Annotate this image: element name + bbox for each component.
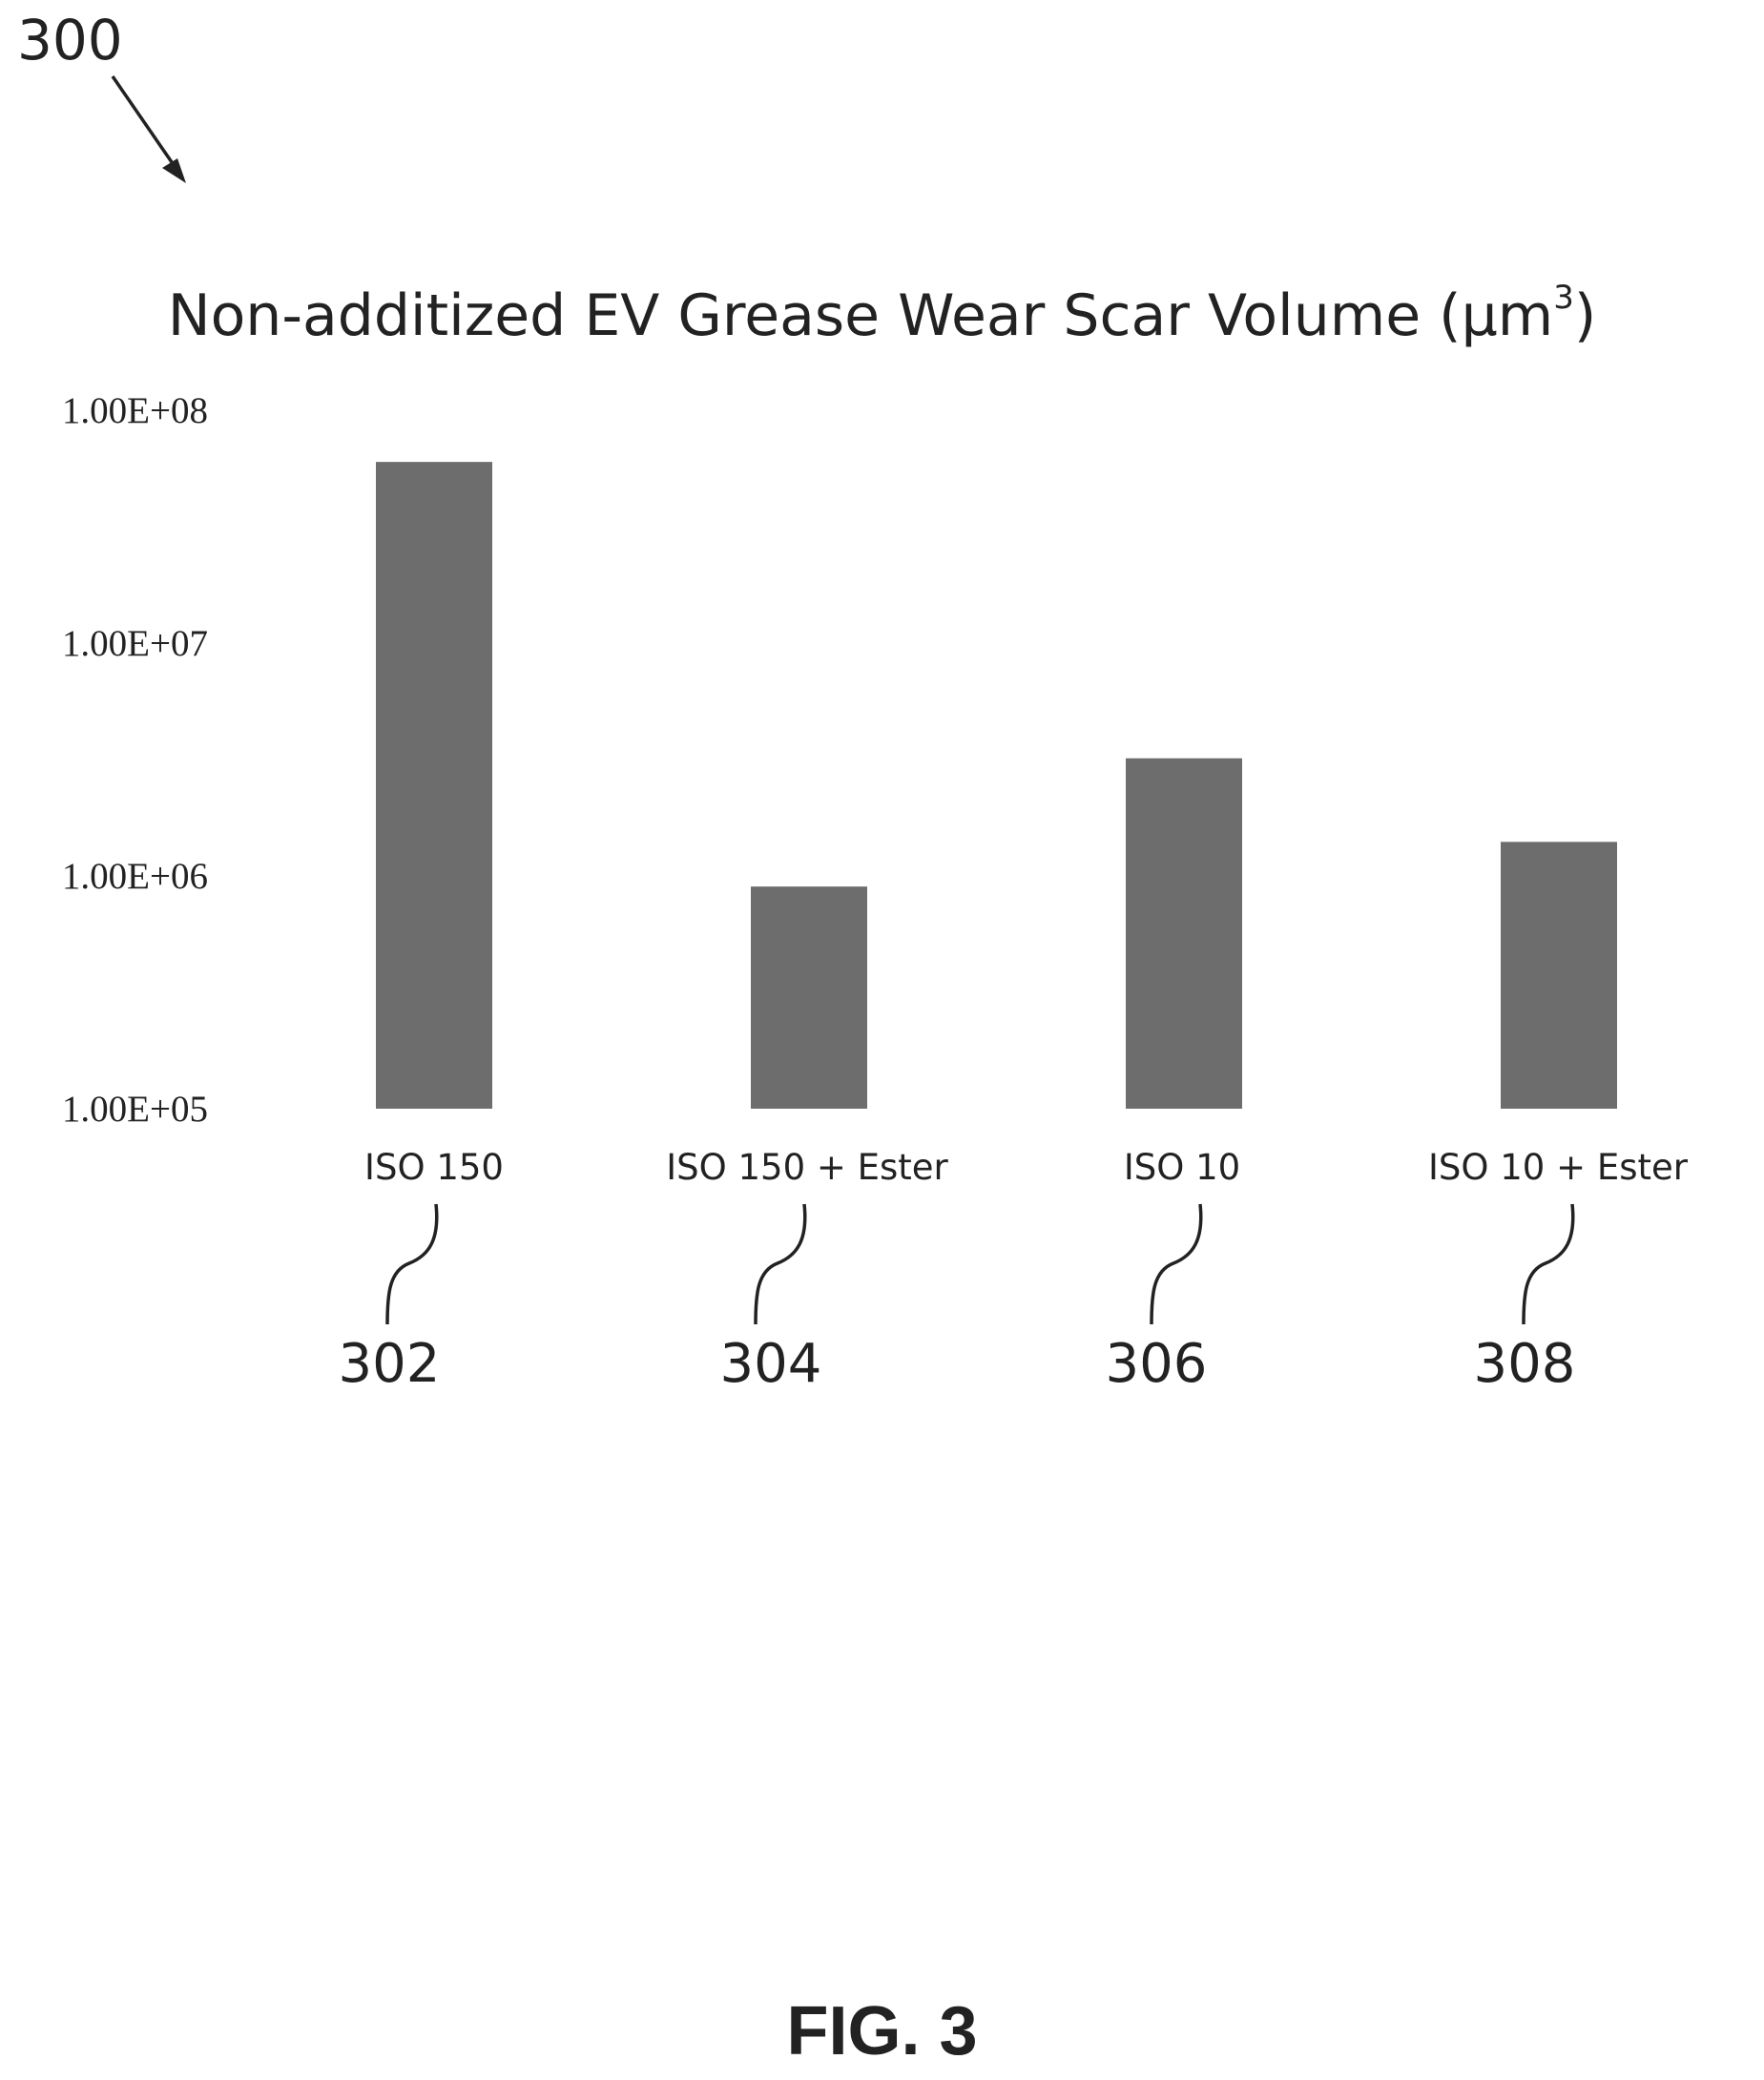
figure-reference-number: 300 [17,8,123,73]
reference-numeral: 304 [720,1333,822,1395]
chart-title-close: ) [1573,282,1597,349]
x-category-label: ISO 10 + Ester [1428,1147,1689,1188]
x-category-label: ISO 150 [364,1147,504,1188]
chart-title: Non-additized EV Grease Wear Scar Volume… [0,279,1764,349]
y-tick-label: 1.00E+08 [62,390,208,431]
leader-line [754,1203,807,1325]
figure-pointer-arrow [111,75,186,183]
figure-caption: FIG. 3 [786,1993,978,2070]
x-category-label: ISO 10 [1124,1147,1240,1188]
leader-line [1522,1203,1575,1325]
leader-line [385,1203,439,1325]
y-tick-label: 1.00E+05 [62,1089,208,1130]
reference-numeral: 302 [339,1333,441,1395]
y-tick-label: 1.00E+07 [62,623,208,664]
bar [751,886,867,1109]
chart-title-text: Non-additized EV Grease Wear Scar Volume… [167,282,1554,349]
bar [1501,842,1617,1109]
reference-numeral: 308 [1474,1333,1576,1395]
reference-numeral: 306 [1106,1333,1208,1395]
y-tick-label: 1.00E+06 [62,856,208,897]
leader-line [1150,1203,1203,1325]
x-category-label: ISO 150 + Ester [666,1147,948,1188]
bar [1126,758,1242,1109]
bar [376,462,492,1109]
chart-title-superscript: 3 [1553,279,1574,317]
